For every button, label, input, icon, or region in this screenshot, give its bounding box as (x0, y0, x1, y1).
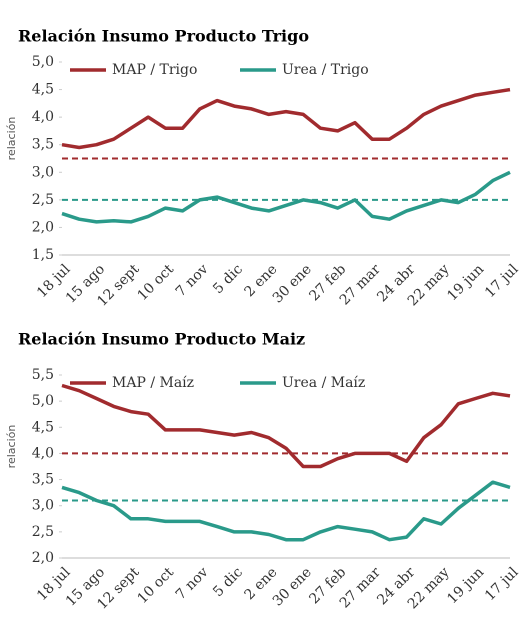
x-tick-label: 19 jun (444, 261, 487, 304)
y-tick-label: 2,5 (32, 192, 54, 208)
x-tick-label: 7 nov (173, 564, 212, 603)
y-tick-label: 3,0 (32, 498, 54, 514)
legend-label: MAP / Maíz (112, 375, 194, 391)
y-tick-label: 5,5 (32, 367, 54, 383)
y-tick-label: 5,0 (32, 393, 54, 409)
x-tick-label: 30 ene (270, 564, 315, 609)
y-tick-label: 2,0 (32, 219, 54, 235)
y-axis-label: relación (5, 117, 18, 161)
x-tick-label: 7 nov (173, 261, 212, 300)
line-series (61, 480, 511, 542)
y-tick-label: 4,0 (32, 445, 54, 461)
x-tick-label: 10 oct (134, 261, 177, 304)
line-series (61, 87, 511, 150)
x-tick-label: 19 jun (444, 564, 487, 607)
y-tick-label: 2,0 (32, 550, 54, 566)
legend-label: Urea / Maíz (282, 375, 365, 391)
chart-title: Relación Insumo Producto Maiz (18, 330, 305, 349)
line-series (61, 170, 511, 224)
x-tick-label: 5 dic (210, 564, 246, 600)
x-tick-label: 17 jul (482, 261, 522, 301)
y-axis-label: relación (5, 425, 18, 469)
chart-title: Relación Insumo Producto Trigo (18, 27, 309, 46)
y-tick-label: 4,5 (32, 82, 54, 98)
y-tick-label: 4,0 (32, 109, 54, 125)
x-tick-label: 30 ene (270, 261, 315, 306)
y-tick-label: 3,0 (32, 164, 54, 180)
x-tick-label: 17 jul (482, 564, 522, 604)
y-tick-label: 4,5 (32, 419, 54, 435)
y-tick-label: 1,5 (32, 247, 54, 263)
x-tick-label: 5 dic (210, 261, 246, 297)
y-tick-label: 3,5 (32, 472, 54, 488)
x-tick-label: 10 oct (134, 564, 177, 607)
legend-label: Urea / Trigo (282, 62, 369, 78)
legend-label: MAP / Trigo (112, 62, 197, 78)
y-tick-label: 5,0 (32, 54, 54, 70)
y-tick-label: 3,5 (32, 137, 54, 153)
y-tick-label: 2,5 (32, 524, 54, 540)
line-series (61, 383, 511, 469)
